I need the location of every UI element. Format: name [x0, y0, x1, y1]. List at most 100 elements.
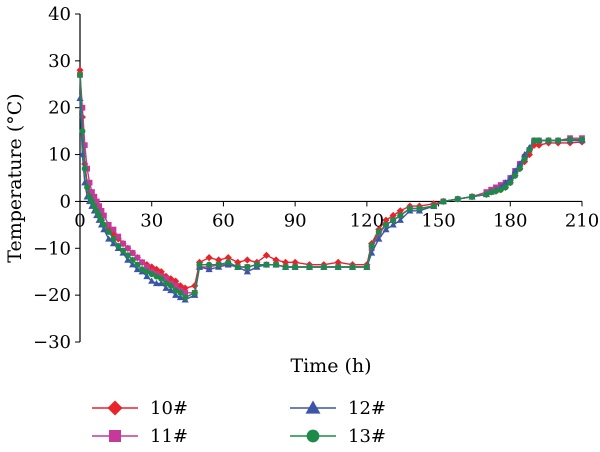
data-point: [566, 136, 574, 143]
data-point: [234, 263, 241, 271]
data-point: [88, 198, 96, 205]
data-point: [172, 277, 180, 285]
legend-label: 13#: [348, 426, 386, 447]
data-point: [98, 217, 105, 224]
data-point: [182, 294, 189, 301]
data-point: [416, 205, 423, 212]
x-tick-label: 180: [493, 210, 527, 231]
data-point: [516, 165, 523, 172]
series-3: [76, 71, 586, 301]
legend-label: 11#: [150, 426, 188, 447]
data-point: [128, 261, 137, 268]
data-point: [157, 279, 165, 287]
data-point: [81, 142, 88, 149]
data-point: [334, 258, 342, 266]
data-point: [375, 228, 382, 235]
data-point: [129, 256, 136, 264]
data-point: [100, 221, 107, 228]
data-point: [162, 284, 170, 291]
axes: [75, 13, 583, 343]
data-point: [243, 256, 251, 264]
data-point: [120, 240, 126, 247]
data-point: [396, 216, 404, 223]
data-point: [483, 191, 490, 198]
data-point: [531, 137, 538, 144]
data-point: [578, 136, 586, 143]
data-point: [521, 156, 528, 163]
data-point: [162, 280, 170, 287]
data-point: [492, 188, 500, 195]
data-point: [115, 233, 122, 240]
data-point: [263, 261, 270, 268]
legend-item: 10#: [92, 398, 188, 419]
x-tick-label: 90: [284, 210, 307, 231]
data-point: [363, 263, 370, 271]
data-point: [167, 286, 175, 294]
legend-label: 10#: [150, 398, 188, 419]
y-axis-title: Temperature (°C): [4, 93, 26, 262]
data-point: [139, 266, 146, 273]
data-point: [253, 261, 260, 268]
data-point: [124, 252, 131, 259]
y-tick-label: −10: [33, 238, 71, 259]
data-point: [105, 221, 112, 228]
data-point: [382, 216, 390, 224]
data-point: [206, 261, 213, 268]
legend-marker: [109, 430, 121, 442]
x-tick-label: 30: [140, 210, 163, 231]
data-point: [98, 207, 105, 214]
data-point: [100, 225, 108, 233]
y-tick-label: 30: [48, 51, 71, 72]
data-point: [105, 228, 112, 235]
data-point: [292, 263, 299, 271]
y-tick-label: 10: [48, 145, 71, 166]
data-point: [390, 217, 397, 224]
legend-item: 12#: [290, 398, 386, 419]
data-point: [282, 263, 289, 271]
data-point: [244, 263, 251, 271]
data-point: [181, 284, 189, 292]
data-point: [389, 221, 397, 228]
data-point: [396, 207, 404, 215]
data-point: [153, 273, 160, 280]
data-point: [115, 242, 122, 250]
data-point: [96, 212, 103, 219]
y-tick-label: −30: [33, 332, 71, 353]
data-point: [555, 137, 562, 144]
data-point: [234, 258, 242, 266]
data-point: [101, 212, 107, 219]
series-layer: [76, 66, 586, 303]
data-point: [430, 203, 437, 210]
data-point: [382, 225, 390, 233]
data-point: [306, 263, 313, 271]
data-point: [497, 186, 504, 193]
data-point: [530, 141, 538, 149]
data-point: [76, 66, 84, 74]
data-point: [191, 289, 198, 296]
data-point: [89, 189, 95, 195]
x-tick-label: 0: [74, 210, 85, 231]
data-point: [152, 265, 161, 273]
data-point: [243, 268, 251, 275]
y-tick-label: 40: [48, 4, 71, 25]
data-point: [440, 198, 447, 205]
data-point: [406, 205, 413, 212]
data-point: [349, 263, 356, 271]
data-point: [272, 256, 280, 264]
data-point: [205, 265, 213, 273]
data-point: [454, 196, 461, 203]
data-point: [215, 261, 222, 268]
data-point: [468, 193, 476, 200]
data-point: [148, 270, 155, 278]
data-point: [79, 104, 86, 111]
data-point: [152, 279, 161, 287]
x-tick-label: 210: [565, 210, 599, 231]
data-point: [272, 261, 280, 268]
y-tick-label: 0: [60, 191, 71, 212]
data-point: [144, 264, 150, 270]
data-point: [93, 198, 100, 205]
data-point: [134, 261, 141, 268]
data-point: [262, 251, 271, 259]
data-point: [133, 265, 141, 273]
